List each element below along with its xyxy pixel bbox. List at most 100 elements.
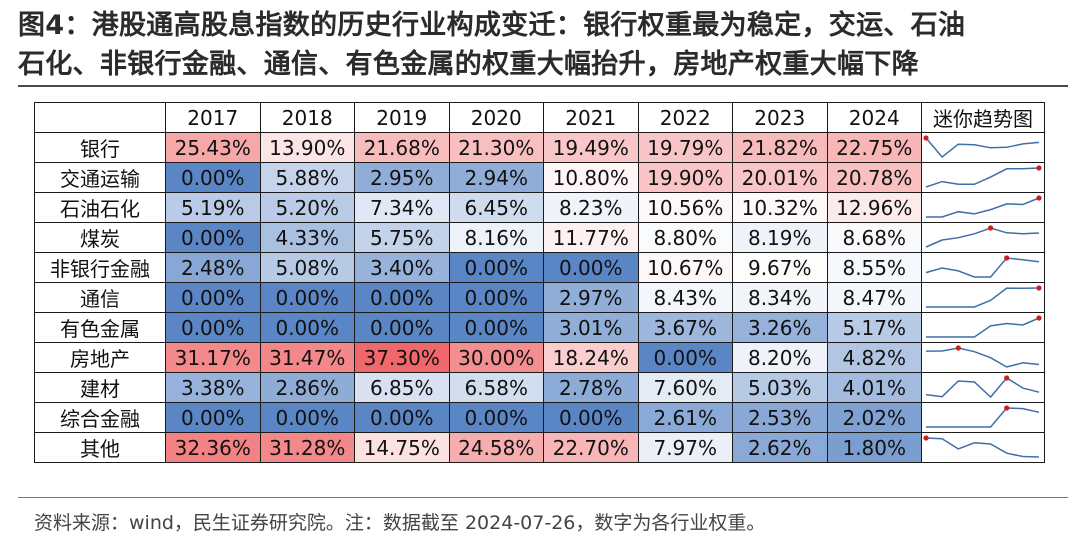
row-label: 非银行金融 bbox=[34, 252, 166, 283]
heat-cell: 8.19% bbox=[732, 222, 828, 253]
heat-cell: 3.67% bbox=[637, 312, 733, 343]
table-row: 交通运输 0.00% 5.88% 2.95% 2.94% 10.80% 19.90% 20.0… bbox=[34, 162, 1045, 193]
sparkline-max-marker bbox=[923, 135, 929, 141]
heat-cell: 5.08% bbox=[259, 252, 355, 283]
heat-cell: 8.47% bbox=[826, 282, 922, 313]
column-header-2017: 2017 bbox=[165, 102, 261, 133]
row-label: 综合金融 bbox=[34, 402, 166, 433]
table-row: 非银行金融 2.48% 5.08% 3.40% 0.00% 0.00% 10.67% 9.67… bbox=[34, 252, 1045, 283]
header-corner bbox=[34, 102, 166, 133]
heat-cell: 8.34% bbox=[732, 282, 828, 313]
heat-cell: 0.00% bbox=[165, 222, 261, 253]
sparkline-cell bbox=[921, 312, 1045, 343]
heat-cell: 18.24% bbox=[543, 342, 639, 373]
heat-cell: 8.55% bbox=[826, 252, 922, 283]
sparkline-cell bbox=[921, 192, 1045, 223]
sparkline-cell bbox=[921, 252, 1045, 283]
sparkline-max-marker bbox=[1004, 375, 1010, 381]
heat-cell: 25.43% bbox=[165, 132, 261, 163]
heat-cell: 0.00% bbox=[448, 252, 544, 283]
sparkline bbox=[923, 435, 1040, 458]
heat-cell: 11.77% bbox=[543, 222, 639, 253]
sparkline-cell bbox=[921, 132, 1045, 163]
heat-cell: 31.28% bbox=[259, 432, 355, 463]
heat-cell: 0.00% bbox=[354, 312, 450, 343]
source-note: 资料来源：wind，民生证券研究院。注：数据截至 2024-07-26，数字为各… bbox=[34, 512, 766, 534]
heat-cell: 19.79% bbox=[637, 132, 733, 163]
sparkline bbox=[925, 345, 1040, 368]
column-header-2018: 2018 bbox=[259, 102, 355, 133]
heat-cell: 24.58% bbox=[448, 432, 544, 463]
heat-cell: 8.16% bbox=[448, 222, 544, 253]
heat-cell: 10.80% bbox=[543, 162, 639, 193]
header-row: 2017 2018 2019 2020 2021 2022 2023 2024 迷你趋势图 bbox=[34, 102, 1045, 133]
sparkline-max-marker bbox=[988, 225, 994, 231]
heat-cell: 22.70% bbox=[543, 432, 639, 463]
heatmap-table: 2017 2018 2019 2020 2021 2022 2023 2024 迷你趋势图 银行… bbox=[34, 102, 1045, 463]
heat-cell: 3.38% bbox=[165, 372, 261, 403]
heat-cell: 10.67% bbox=[637, 252, 733, 283]
heat-cell: 0.00% bbox=[354, 402, 450, 433]
heat-cell: 37.30% bbox=[354, 342, 450, 373]
sparkline-cell bbox=[921, 342, 1045, 373]
heat-cell: 2.53% bbox=[732, 402, 828, 433]
heat-cell: 6.45% bbox=[448, 192, 544, 223]
heat-cell: 14.75% bbox=[354, 432, 450, 463]
heat-cell: 0.00% bbox=[543, 402, 639, 433]
sparkline-max-marker bbox=[1036, 195, 1042, 201]
table-row: 石油石化 5.19% 5.20% 7.34% 6.45% 8.23% 10.56% 10.32… bbox=[34, 192, 1045, 223]
heat-cell: 21.30% bbox=[448, 132, 544, 163]
heat-cell: 0.00% bbox=[165, 282, 261, 313]
heat-cell: 0.00% bbox=[448, 402, 544, 433]
heat-cell: 2.94% bbox=[448, 162, 544, 193]
column-header-2023: 2023 bbox=[732, 102, 828, 133]
heat-cell: 21.82% bbox=[732, 132, 828, 163]
table-row: 综合金融 0.00% 0.00% 0.00% 0.00% 0.00% 2.61% 2.53% 2… bbox=[34, 402, 1045, 433]
sparkline-line bbox=[926, 197, 1040, 218]
row-label: 其他 bbox=[34, 432, 166, 463]
sparkline-max-marker bbox=[923, 435, 929, 441]
sparkline-max-marker bbox=[1036, 285, 1042, 291]
table-row: 有色金属 0.00% 0.00% 0.00% 0.00% 3.01% 3.67% 3.26% 5… bbox=[34, 312, 1045, 343]
sparkline bbox=[923, 135, 1040, 159]
heat-cell: 4.01% bbox=[826, 372, 922, 403]
sparkline-line bbox=[925, 377, 1040, 399]
sparkline-max-marker bbox=[955, 345, 961, 351]
heat-cell: 8.68% bbox=[826, 222, 922, 253]
heat-cell: 1.80% bbox=[826, 432, 922, 463]
heat-cell: 2.48% bbox=[165, 252, 261, 283]
heat-cell: 5.19% bbox=[165, 192, 261, 223]
heat-cell: 21.68% bbox=[354, 132, 450, 163]
heat-cell: 2.86% bbox=[259, 372, 355, 403]
row-label: 煤炭 bbox=[34, 222, 166, 253]
heat-cell: 6.85% bbox=[354, 372, 450, 403]
sparkline bbox=[925, 375, 1040, 399]
heat-cell: 3.26% bbox=[732, 312, 828, 343]
table-row: 其他 32.36% 31.28% 14.75% 24.58% 22.70% 7.97% 2.6… bbox=[34, 432, 1045, 463]
sparkline-line bbox=[925, 437, 1040, 458]
heat-cell: 8.23% bbox=[543, 192, 639, 223]
column-header-2024: 2024 bbox=[826, 102, 922, 133]
row-label: 银行 bbox=[34, 132, 166, 163]
heat-cell: 6.58% bbox=[448, 372, 544, 403]
heat-cell: 2.62% bbox=[732, 432, 828, 463]
heat-cell: 3.40% bbox=[354, 252, 450, 283]
heat-cell: 0.00% bbox=[354, 282, 450, 313]
heat-cell: 0.00% bbox=[259, 312, 355, 343]
heat-cell: 13.90% bbox=[259, 132, 355, 163]
footer-divider bbox=[18, 497, 1068, 498]
sparkline-line bbox=[925, 227, 1040, 248]
heat-cell: 4.82% bbox=[826, 342, 922, 373]
heat-cell: 5.88% bbox=[259, 162, 355, 193]
row-label: 交通运输 bbox=[34, 162, 166, 193]
heat-cell: 2.97% bbox=[543, 282, 639, 313]
row-label: 石油石化 bbox=[34, 192, 166, 223]
heat-cell: 2.61% bbox=[637, 402, 733, 433]
sparkline-line bbox=[925, 137, 1040, 159]
heat-cell: 4.33% bbox=[259, 222, 355, 253]
heat-cell: 20.78% bbox=[826, 162, 922, 193]
sparkline-cell bbox=[921, 372, 1045, 403]
trend-header: 迷你趋势图 bbox=[921, 102, 1045, 133]
sparkline-line bbox=[925, 347, 1040, 368]
sparkline bbox=[926, 195, 1042, 218]
